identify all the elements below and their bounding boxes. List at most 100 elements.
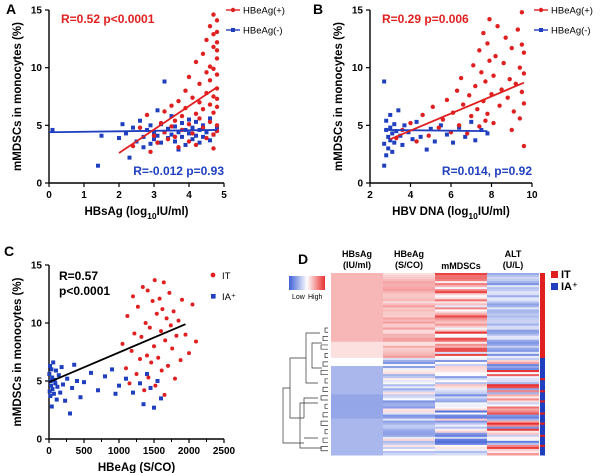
data-point-hbeag-pos xyxy=(186,121,192,127)
group-legend-swatch xyxy=(551,283,558,290)
data-point-ia xyxy=(51,360,56,365)
data-point-it xyxy=(138,356,142,361)
heatmap-cell xyxy=(435,343,487,347)
data-point-hbeag-pos xyxy=(200,106,206,112)
data-point-it xyxy=(129,348,134,353)
heatmap-cell xyxy=(487,301,539,304)
data-point-ia xyxy=(59,365,64,370)
heatmap-cell xyxy=(435,323,487,327)
heatmap-cell xyxy=(383,323,435,327)
heatmap-cell xyxy=(383,341,435,345)
heatmap-cell xyxy=(435,414,487,418)
heatmap-cell xyxy=(435,287,487,290)
data-point-it xyxy=(180,297,184,302)
group-stripe-cell xyxy=(540,374,545,377)
group-stripe-cell xyxy=(540,390,545,393)
data-point-it xyxy=(150,298,155,303)
x-tick-label: 4 xyxy=(408,190,414,201)
heatmap-cell xyxy=(331,303,383,306)
data-point-hbeag-pos xyxy=(204,37,209,43)
group-stripe-cell xyxy=(540,277,545,280)
data-point-it xyxy=(183,332,188,337)
data-point-hbeag-neg xyxy=(386,146,391,151)
heatmap-cell xyxy=(487,388,539,391)
data-point-hbeag-neg xyxy=(382,163,387,168)
group-stripe-cell xyxy=(540,293,545,296)
group-stripe-cell xyxy=(540,287,545,290)
heatmap-cell xyxy=(383,329,435,333)
heatmap-cell xyxy=(331,313,383,316)
heatmap-cell xyxy=(435,283,487,286)
legend-marker-pos xyxy=(538,7,544,13)
group-stripe-cell xyxy=(540,450,545,454)
data-point-hbeag-pos xyxy=(519,10,525,15)
heatmap-cell xyxy=(383,325,435,329)
legend-label-neg: HBeAg(-) xyxy=(243,26,283,37)
data-point-hbeag-pos xyxy=(214,48,220,53)
heatmap-cell xyxy=(383,315,435,318)
heatmap-cell xyxy=(435,416,487,420)
heatmap-cell xyxy=(487,420,539,424)
heatmap-cell xyxy=(435,293,487,296)
data-point-hbeag-neg xyxy=(382,79,387,84)
data-point-hbeag-pos xyxy=(211,132,216,137)
group-stripe-cell xyxy=(540,420,545,424)
data-point-hbeag-neg xyxy=(190,137,195,142)
data-point-hbeag-pos xyxy=(214,40,220,45)
heatmap-cell xyxy=(383,424,435,428)
heatmap-cell xyxy=(435,378,487,381)
heatmap-cell xyxy=(383,438,435,442)
data-point-hbeag-neg xyxy=(396,108,401,113)
data-point-hbeag-pos xyxy=(477,124,482,129)
heatmap-cell xyxy=(435,357,487,361)
data-point-hbeag-neg xyxy=(155,108,160,113)
heatmap-cell xyxy=(331,444,383,448)
heatmap-cell xyxy=(331,394,383,397)
data-point-ia xyxy=(53,381,58,386)
group-stripe-cell xyxy=(540,382,545,385)
heatmap-cell xyxy=(383,275,435,278)
data-point-it xyxy=(170,346,175,351)
heatmap-cell xyxy=(331,287,383,290)
heatmap-cell xyxy=(383,432,435,436)
group-stripe-cell xyxy=(540,452,545,456)
heatmap-cell xyxy=(331,392,383,395)
heatmap-cell xyxy=(331,289,383,292)
data-point-ia xyxy=(148,385,153,390)
heatmap-cell xyxy=(383,376,435,379)
data-point-it xyxy=(143,321,148,325)
data-point-hbeag-pos xyxy=(473,83,478,89)
group-stripe-cell xyxy=(540,446,545,450)
group-stripe-cell xyxy=(540,388,545,391)
data-point-hbeag-neg xyxy=(384,153,389,158)
data-point-hbeag-pos xyxy=(426,133,431,138)
heatmap-cell xyxy=(331,345,383,349)
group-stripe-cell xyxy=(540,436,545,440)
heatmap-cell xyxy=(487,275,539,278)
heatmap-cell xyxy=(383,327,435,331)
heatmap-cell xyxy=(487,323,539,327)
data-point-hbeag-neg xyxy=(451,140,456,145)
heatmap-cell xyxy=(331,436,383,440)
group-stripe-cell xyxy=(540,430,545,434)
data-point-hbeag-pos xyxy=(408,120,413,126)
group-stripe-cell xyxy=(540,285,545,288)
data-point-hbeag-neg xyxy=(382,141,387,146)
data-point-hbeag-neg xyxy=(159,140,163,145)
group-stripe-cell xyxy=(540,428,545,432)
heatmap-cell xyxy=(383,355,435,359)
group-stripe-cell xyxy=(540,307,545,310)
y-tick-label: 0 xyxy=(36,435,42,446)
heatmap-cell xyxy=(383,277,435,280)
heatmap-cell xyxy=(383,335,435,339)
group-stripe-cell xyxy=(540,418,545,422)
data-point-hbeag-pos xyxy=(214,104,220,110)
data-point-ia xyxy=(82,380,86,385)
heatmap-cell xyxy=(487,442,539,446)
heatmap-cell xyxy=(435,285,487,288)
data-point-hbeag-pos xyxy=(521,101,527,106)
heatmap-cell xyxy=(435,321,487,325)
data-point-it xyxy=(168,323,173,328)
group-stripe-cell xyxy=(540,305,545,308)
heatmap-cell xyxy=(435,400,487,403)
